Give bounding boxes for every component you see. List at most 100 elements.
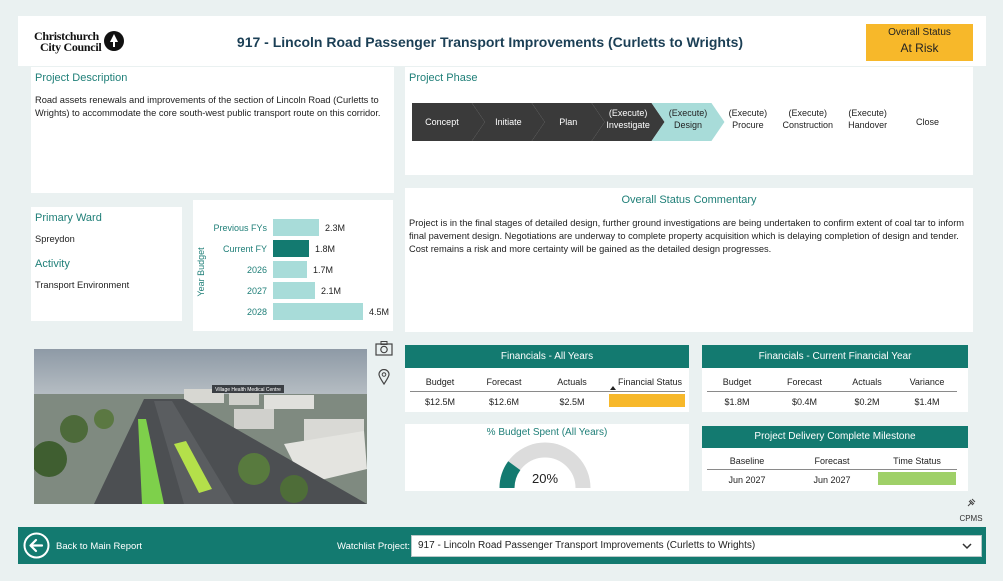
financial-status-indicator bbox=[609, 394, 685, 407]
milestone-baseline: Jun 2027 bbox=[728, 475, 766, 485]
phase-chevron-1 bbox=[471, 103, 545, 141]
phase-label-6-1: Construction bbox=[783, 120, 834, 130]
budget-bar-1 bbox=[273, 240, 309, 257]
phase-label-3-1: Investigate bbox=[606, 120, 650, 130]
year-budget-chart: Year Budget Previous FYs 2.3M Current FY 1.… bbox=[196, 219, 389, 320]
fin-cur-header-budget: Budget bbox=[722, 377, 752, 387]
financials-current-values: $1.8M $0.4M $0.2M $1.4M bbox=[702, 397, 968, 407]
gauge-percent-label: 20% bbox=[532, 471, 558, 486]
fin-cur-forecast: $0.4M bbox=[791, 397, 817, 407]
pin-tool-icon bbox=[967, 498, 976, 507]
budget-bar-2 bbox=[273, 261, 307, 278]
phase-label-7-0: (Execute) bbox=[848, 108, 887, 118]
fin-all-forecast: $12.6M bbox=[488, 397, 520, 407]
project-description-title: Project Description bbox=[35, 72, 128, 84]
phase-label-2-0: Plan bbox=[559, 117, 577, 127]
back-to-main-report-link[interactable]: Back to Main Report bbox=[56, 541, 143, 552]
phase-label-8-0: Close bbox=[916, 117, 939, 127]
watchlist-project-select[interactable]: 917 - Lincoln Road Passenger Transport I… bbox=[411, 535, 982, 557]
milestone-headers: Baseline Forecast Time Status bbox=[702, 456, 968, 466]
milestone-title: Project Delivery Complete Milestone bbox=[702, 426, 968, 448]
fin-cur-budget: $1.8M bbox=[724, 397, 750, 407]
phase-chevron-0 bbox=[412, 103, 485, 141]
budget-category-label-3: 2027 bbox=[247, 286, 267, 296]
fin-all-rule bbox=[410, 391, 685, 392]
budget-category-label-2: 2026 bbox=[247, 265, 267, 275]
ward-activity-panel: Primary Ward Spreydon Activity Transport… bbox=[31, 207, 182, 321]
budget-value-label-1: 1.8M bbox=[315, 244, 335, 254]
phase-label-0-0: Concept bbox=[425, 117, 459, 127]
fin-all-actuals: $2.5M bbox=[559, 397, 585, 407]
cpms-label: CPMS bbox=[959, 514, 983, 523]
phase-chevron-2 bbox=[531, 103, 605, 141]
logo-line2: City Council bbox=[40, 40, 102, 54]
logo-mark-icon bbox=[104, 31, 124, 51]
map-pin-icon[interactable] bbox=[378, 369, 390, 385]
fin-cur-actuals: $0.2M bbox=[854, 397, 880, 407]
council-logo: Christchurch City Council bbox=[34, 29, 134, 57]
milestone-rule bbox=[707, 469, 957, 470]
phase-label-5-1: Procure bbox=[732, 120, 764, 130]
financials-all-headers: Budget Forecast Actuals Financial Status bbox=[405, 377, 689, 387]
budget-category-label-4: 2028 bbox=[247, 307, 267, 317]
overall-status-value: At Risk bbox=[900, 41, 939, 55]
back-arrow-icon[interactable] bbox=[23, 532, 50, 559]
sort-indicator-icon bbox=[610, 386, 616, 390]
activity-title: Activity bbox=[35, 258, 70, 270]
fin-cur-header-forecast: Forecast bbox=[786, 377, 822, 387]
project-phase-panel: Project Phase Concept Initiate Plan (Execut… bbox=[405, 67, 973, 175]
primary-ward-value: Spreydon bbox=[35, 234, 75, 244]
phase-label-6-0: (Execute) bbox=[789, 108, 828, 118]
budget-bar-3 bbox=[273, 282, 315, 299]
logo-line1: Christchurch bbox=[34, 29, 99, 43]
financials-current-title: Financials - Current Financial Year bbox=[702, 345, 968, 368]
status-commentary-text: Project is in the final stages of detail… bbox=[409, 218, 965, 254]
watchlist-selected-value: 917 - Lincoln Road Passenger Transport I… bbox=[418, 540, 756, 551]
budget-value-label-4: 4.5M bbox=[369, 307, 389, 317]
phase-chevrons: Concept Initiate Plan (Execute) Investigate (… bbox=[412, 103, 939, 141]
gauge-fill bbox=[499, 461, 521, 489]
time-status-indicator bbox=[878, 472, 956, 485]
phase-chevron-4 bbox=[651, 103, 725, 141]
budget-value-label-2: 1.7M bbox=[313, 265, 333, 275]
financials-all-values: $12.5M $12.6M $2.5M bbox=[405, 397, 689, 407]
header-bar bbox=[18, 16, 986, 66]
cpms-link[interactable]: CPMS bbox=[956, 497, 986, 523]
page-title: 917 - Lincoln Road Passenger Transport I… bbox=[236, 34, 744, 50]
project-render-image: Village Health Medical Centre bbox=[34, 349, 367, 504]
milestone-values: Jun 2027 Jun 2027 bbox=[702, 475, 968, 485]
milestone-header-forecast: Forecast bbox=[814, 456, 850, 466]
phase-label-1-0: Initiate bbox=[495, 117, 522, 127]
budget-bar-4 bbox=[273, 303, 363, 320]
fin-all-header-actuals: Actuals bbox=[557, 377, 587, 387]
financials-all-title: Financials - All Years bbox=[405, 345, 689, 368]
project-phase-title: Project Phase bbox=[409, 72, 478, 84]
budget-value-label-3: 2.1M bbox=[321, 286, 341, 296]
phase-chevron-3 bbox=[591, 103, 665, 141]
milestone-header-baseline: Baseline bbox=[729, 456, 765, 466]
budget-bar-0 bbox=[273, 219, 319, 236]
budget-category-label-0: Previous FYs bbox=[213, 223, 267, 233]
milestone-forecast: Jun 2027 bbox=[813, 475, 851, 485]
budget-spent-gauge: 20% bbox=[499, 442, 591, 489]
financials-current-headers: Budget Forecast Actuals Variance bbox=[702, 377, 968, 387]
fin-all-budget: $12.5M bbox=[424, 397, 456, 407]
activity-value: Transport Environment bbox=[35, 280, 130, 290]
budget-value-label-0: 2.3M bbox=[325, 223, 345, 233]
overall-status-label: Overall Status bbox=[888, 27, 951, 38]
fin-cur-variance: $1.4M bbox=[914, 397, 940, 407]
status-commentary-panel: Overall Status Commentary Project is in … bbox=[405, 188, 973, 332]
fin-all-header-budget: Budget bbox=[425, 377, 455, 387]
project-description-text: Road assets renewals and improvements of… bbox=[35, 95, 381, 118]
fin-cur-header-variance: Variance bbox=[909, 377, 945, 387]
camera-icon[interactable] bbox=[375, 340, 393, 356]
budget-spent-title: % Budget Spent (All Years) bbox=[486, 427, 608, 438]
phase-label-4-1: Design bbox=[674, 120, 702, 130]
overall-status-badge: Overall Status At Risk bbox=[866, 24, 973, 61]
project-description-panel: Project Description Road assets renewals… bbox=[31, 67, 394, 193]
watchlist-label: Watchlist Project: bbox=[337, 541, 411, 552]
year-budget-chart-panel: Year Budget Previous FYs 2.3M Current FY 1.… bbox=[193, 200, 393, 331]
chevron-down-icon[interactable] bbox=[961, 540, 973, 552]
phase-label-3-0: (Execute) bbox=[609, 108, 648, 118]
fin-cur-rule bbox=[707, 391, 957, 392]
